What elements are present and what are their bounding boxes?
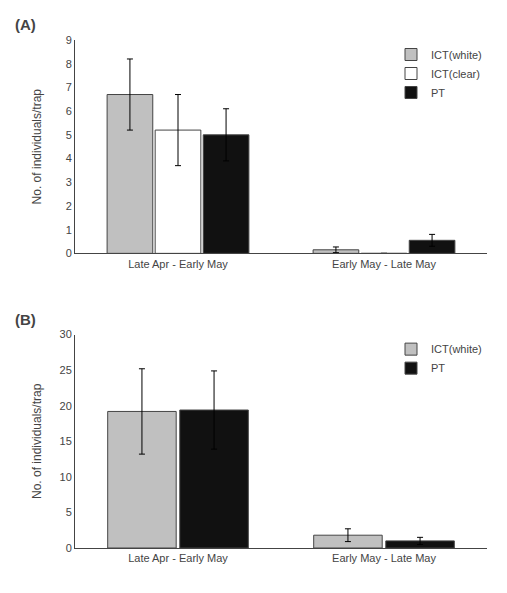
svg-text:30: 30 <box>60 328 72 340</box>
svg-text:(B): (B) <box>15 311 36 328</box>
svg-text:Late Apr - Early May: Late Apr - Early May <box>128 258 228 270</box>
svg-text:No. of individuals/trap: No. of individuals/trap <box>30 383 44 499</box>
svg-text:10: 10 <box>60 471 72 483</box>
svg-text:20: 20 <box>60 400 72 412</box>
svg-text:ICT(white): ICT(white) <box>431 49 482 61</box>
svg-text:15: 15 <box>60 435 72 447</box>
svg-text:8: 8 <box>66 58 72 70</box>
svg-text:5: 5 <box>66 129 72 141</box>
svg-text:Late Apr - Early May: Late Apr - Early May <box>128 552 228 564</box>
svg-text:7: 7 <box>66 81 72 93</box>
svg-text:6: 6 <box>66 105 72 117</box>
svg-text:PT: PT <box>431 362 445 374</box>
svg-text:No. of individuals/trap: No. of individuals/trap <box>30 89 44 205</box>
svg-text:PT: PT <box>431 87 445 99</box>
svg-text:Early May - Late May: Early May - Late May <box>332 258 436 270</box>
svg-text:ICT(white): ICT(white) <box>431 343 482 355</box>
svg-text:25: 25 <box>60 364 72 376</box>
svg-text:(A): (A) <box>15 16 36 33</box>
svg-text:5: 5 <box>66 506 72 518</box>
svg-text:1: 1 <box>66 224 72 236</box>
svg-text:Early May - Late May: Early May - Late May <box>332 552 436 564</box>
svg-text:2: 2 <box>66 200 72 212</box>
svg-text:0: 0 <box>66 542 72 554</box>
svg-text:ICT(clear): ICT(clear) <box>431 68 480 80</box>
svg-text:0: 0 <box>66 247 72 259</box>
svg-text:4: 4 <box>66 152 72 164</box>
svg-text:9: 9 <box>66 34 72 46</box>
svg-text:3: 3 <box>66 176 72 188</box>
